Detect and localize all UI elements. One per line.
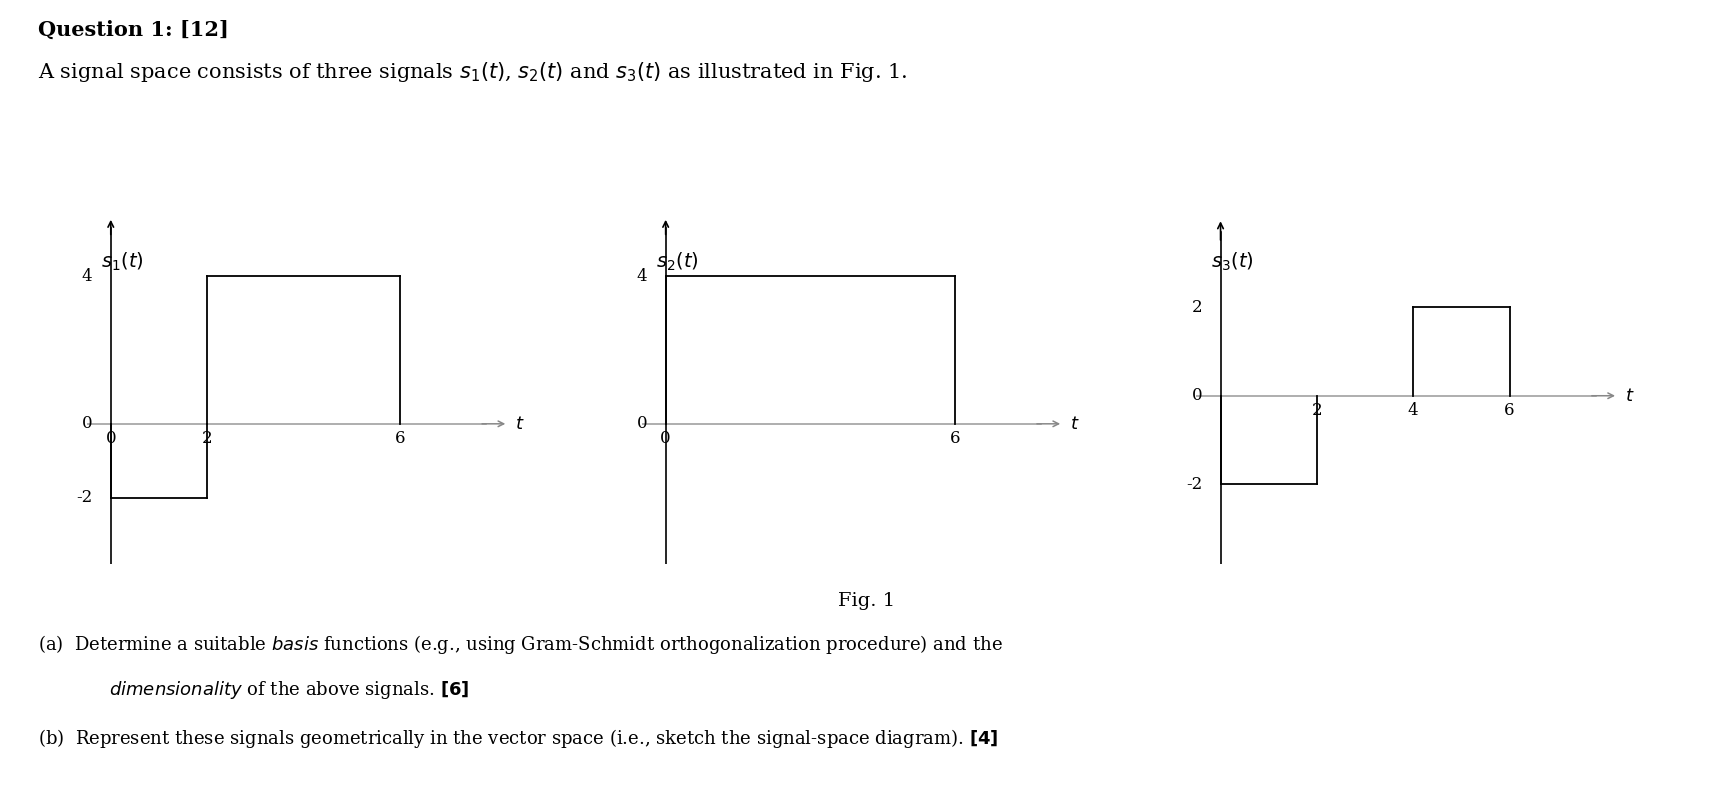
Text: 0: 0 [661, 430, 671, 447]
Text: 2: 2 [201, 430, 213, 447]
Text: $t$: $t$ [515, 415, 525, 433]
Text: 2: 2 [1311, 402, 1323, 419]
Text: 0: 0 [1191, 387, 1202, 405]
Text: $\mathit{dimensionality}$ of the above signals. $\mathbf{[6]}$: $\mathit{dimensionality}$ of the above s… [109, 679, 470, 700]
Text: $t$: $t$ [1070, 415, 1080, 433]
Text: 6: 6 [395, 430, 406, 447]
Text: 0: 0 [636, 415, 647, 432]
Text: $s_3(t)$: $s_3(t)$ [1210, 251, 1254, 273]
Text: Question 1: [12]: Question 1: [12] [38, 20, 229, 40]
Text: 2: 2 [1191, 298, 1202, 316]
Text: -2: -2 [1186, 476, 1202, 493]
Text: 4: 4 [636, 268, 647, 285]
Text: (b)  Represent these signals geometrically in the vector space (i.e., sketch the: (b) Represent these signals geometricall… [38, 727, 999, 750]
Text: 6: 6 [950, 430, 961, 447]
Text: 0: 0 [81, 415, 92, 432]
Text: 6: 6 [1505, 402, 1516, 419]
Text: 4: 4 [81, 268, 92, 285]
Text: A signal space consists of three signals $s_1(t)$, $s_2(t)$ and $s_3(t)$ as illu: A signal space consists of three signals… [38, 60, 907, 85]
Text: Fig. 1: Fig. 1 [839, 592, 895, 610]
Text: 0: 0 [106, 430, 116, 447]
Text: $t$: $t$ [1625, 387, 1635, 405]
Text: $s_1(t)$: $s_1(t)$ [101, 251, 144, 273]
Text: $s_2(t)$: $s_2(t)$ [655, 251, 699, 273]
Text: 4: 4 [1408, 402, 1418, 419]
Text: (a)  Determine a suitable $\mathit{basis}$ functions (e.g., using Gram-Schmidt o: (a) Determine a suitable $\mathit{basis}… [38, 633, 1002, 656]
Text: -2: -2 [76, 489, 92, 506]
